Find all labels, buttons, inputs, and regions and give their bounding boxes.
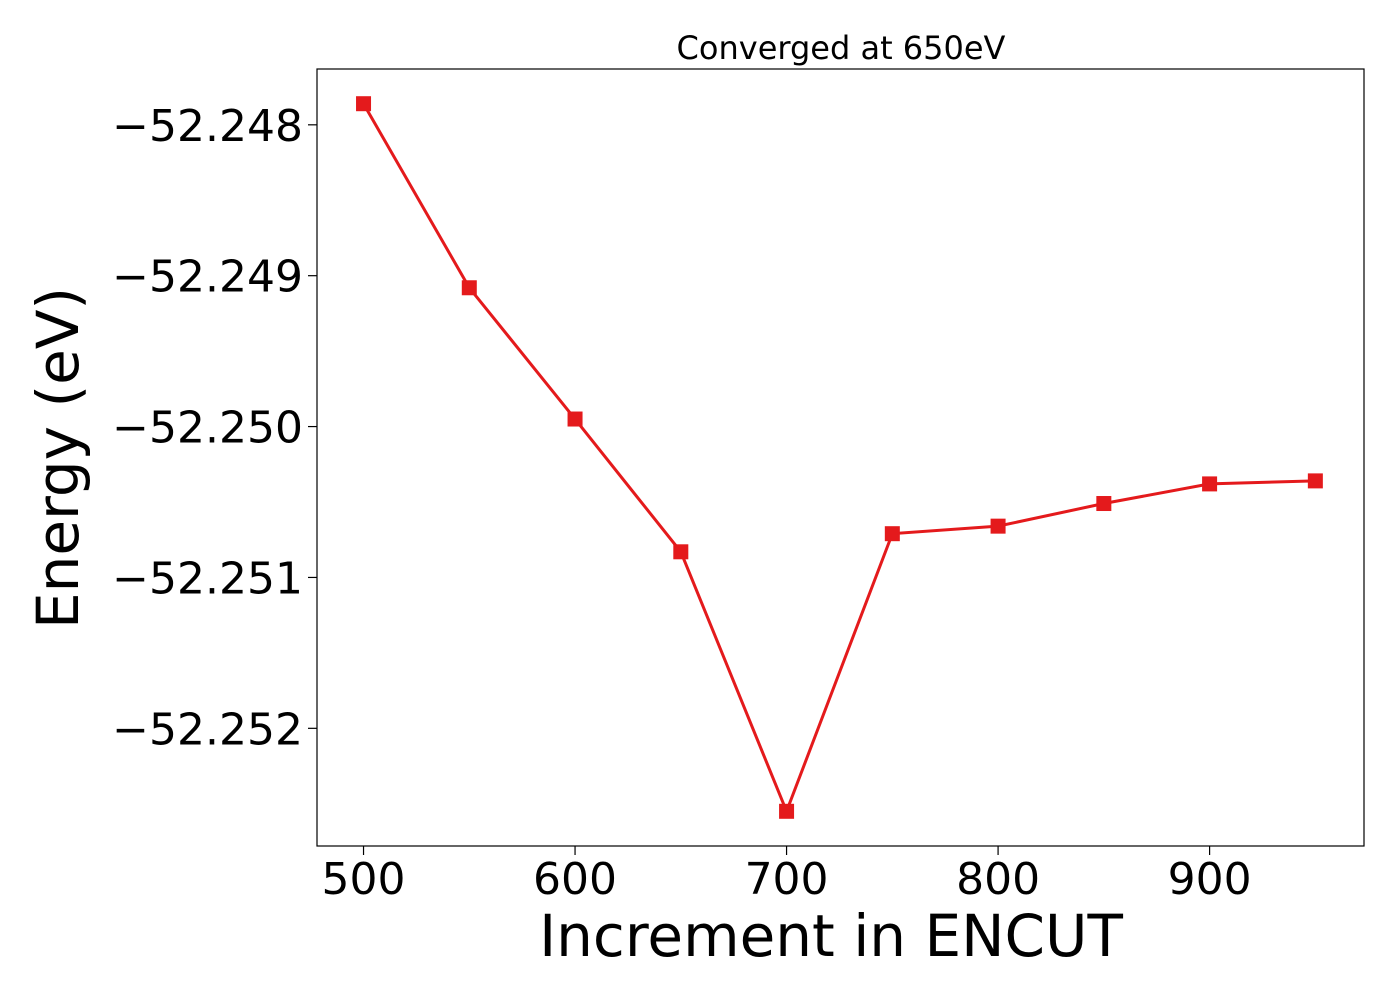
data-point [990,518,1006,534]
data-point [779,803,795,819]
plot-frame [316,68,1365,847]
series-line [362,102,1316,816]
y-tick-label: −52.252 [112,704,303,755]
data-point [461,280,477,296]
y-tick-label: −52.251 [112,553,303,604]
x-tick-label: 800 [956,854,1040,905]
data-point [567,411,583,427]
x-tick-label: 600 [533,854,617,905]
y-axis-label: Energy (eV) [24,287,92,629]
data-point [1202,476,1218,492]
y-tick-label: −52.249 [112,252,303,303]
data-point [1307,473,1323,489]
data-point [673,544,689,560]
y-tick-label: −52.250 [112,403,303,454]
data-point [356,96,372,112]
x-tick-label: 500 [322,854,406,905]
x-axis: 500 600 700 800 900 [322,846,1252,905]
plot-area [356,96,1323,819]
y-axis: −52.248 −52.249 −52.250 −52.251 −52.252 [112,101,317,755]
data-point [884,526,900,542]
data-point [1096,496,1112,512]
y-tick-label: −52.248 [112,101,303,152]
chart-title: Converged at 650eV [677,29,1006,67]
x-axis-label: Increment in ENCUT [539,902,1123,970]
x-tick-label: 700 [745,854,829,905]
x-tick-label: 900 [1168,854,1252,905]
